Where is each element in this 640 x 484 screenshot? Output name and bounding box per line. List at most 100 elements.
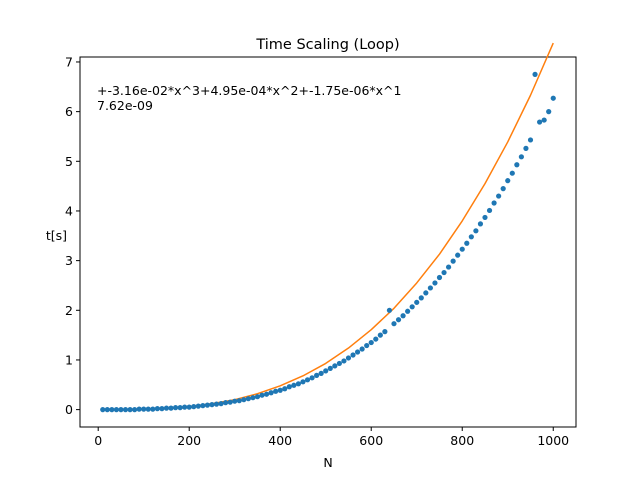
data-point <box>241 397 247 403</box>
data-point <box>250 395 256 401</box>
data-point <box>268 390 274 396</box>
y-tick-label: 0 <box>65 402 73 417</box>
x-tick-label: 400 <box>268 433 292 448</box>
data-point <box>405 308 411 314</box>
data-point <box>314 372 320 378</box>
data-point <box>327 365 333 371</box>
x-tick-label: 1000 <box>537 433 569 448</box>
data-point <box>364 342 370 349</box>
data-point <box>391 321 397 327</box>
data-point <box>227 399 233 405</box>
data-point <box>309 375 315 381</box>
data-point <box>273 388 279 394</box>
data-point <box>350 352 356 358</box>
data-point <box>286 384 292 390</box>
data-point <box>550 95 556 101</box>
data-point <box>204 402 211 408</box>
data-point <box>218 401 224 407</box>
data-point <box>541 117 547 123</box>
data-point <box>254 394 261 400</box>
data-point <box>104 407 110 413</box>
data-point <box>282 386 288 392</box>
data-point <box>341 358 347 364</box>
data-point <box>245 396 251 402</box>
data-point <box>223 400 229 406</box>
data-point <box>514 162 520 168</box>
data-point <box>537 119 543 125</box>
data-point <box>414 299 420 305</box>
y-axis-label: t[s] <box>46 228 67 243</box>
data-point <box>477 221 484 227</box>
x-tick-label: 800 <box>450 433 474 448</box>
data-point <box>473 228 479 234</box>
data-point <box>482 214 488 221</box>
data-point <box>373 336 379 342</box>
data-point <box>336 360 342 367</box>
data-point <box>191 404 197 410</box>
data-point <box>182 404 188 410</box>
data-point <box>382 329 388 335</box>
data-point <box>377 332 383 338</box>
plot-area-frame <box>79 56 577 428</box>
data-point <box>386 307 393 313</box>
data-point <box>291 382 297 388</box>
data-point <box>141 406 147 412</box>
data-point <box>118 407 124 413</box>
data-point <box>505 178 511 184</box>
data-point <box>159 406 165 412</box>
data-point <box>491 200 497 206</box>
data-point <box>318 370 324 376</box>
data-point <box>546 109 552 115</box>
data-point <box>345 355 352 361</box>
data-point <box>295 381 302 387</box>
data-point <box>332 363 338 369</box>
y-tick-label: 1 <box>65 352 73 367</box>
data-point <box>486 207 493 214</box>
data-point <box>232 398 238 404</box>
x-axis-label: N <box>323 455 332 470</box>
y-tick-label: 7 <box>65 54 73 69</box>
data-point <box>459 246 465 252</box>
data-point <box>168 405 174 411</box>
data-point <box>323 368 329 374</box>
scatter-points-layer <box>100 71 556 413</box>
data-point <box>395 317 402 323</box>
data-point <box>509 170 515 176</box>
data-point <box>163 405 170 411</box>
data-point <box>300 379 306 385</box>
data-point <box>304 377 311 383</box>
data-point <box>263 391 270 397</box>
data-point <box>213 401 220 407</box>
data-point <box>436 274 443 281</box>
y-tick-label: 2 <box>65 303 73 318</box>
data-point <box>518 154 524 160</box>
data-point <box>150 406 156 412</box>
data-point <box>523 145 529 151</box>
data-point <box>445 264 452 270</box>
data-point <box>122 407 129 413</box>
y-axis-ticks: 0 1 2 3 4 5 6 7 <box>65 54 80 417</box>
data-point <box>418 295 424 301</box>
data-point <box>427 285 433 291</box>
data-point <box>236 398 242 404</box>
chart-title: Time Scaling (Loop) <box>255 37 399 53</box>
data-point <box>277 387 283 393</box>
x-tick-label: 600 <box>359 433 383 448</box>
data-point <box>423 290 429 296</box>
data-point <box>195 403 201 409</box>
y-tick-label: 3 <box>65 253 73 268</box>
data-point <box>154 406 160 412</box>
data-point <box>109 407 115 413</box>
data-point <box>527 137 534 143</box>
data-point <box>500 186 506 192</box>
x-tick-label: 0 <box>94 433 102 448</box>
data-point <box>496 193 502 199</box>
data-point <box>136 406 142 412</box>
data-point <box>145 406 151 412</box>
data-point <box>100 407 106 413</box>
data-point <box>532 71 538 77</box>
data-point <box>186 404 192 410</box>
x-tick-label: 200 <box>177 433 201 448</box>
